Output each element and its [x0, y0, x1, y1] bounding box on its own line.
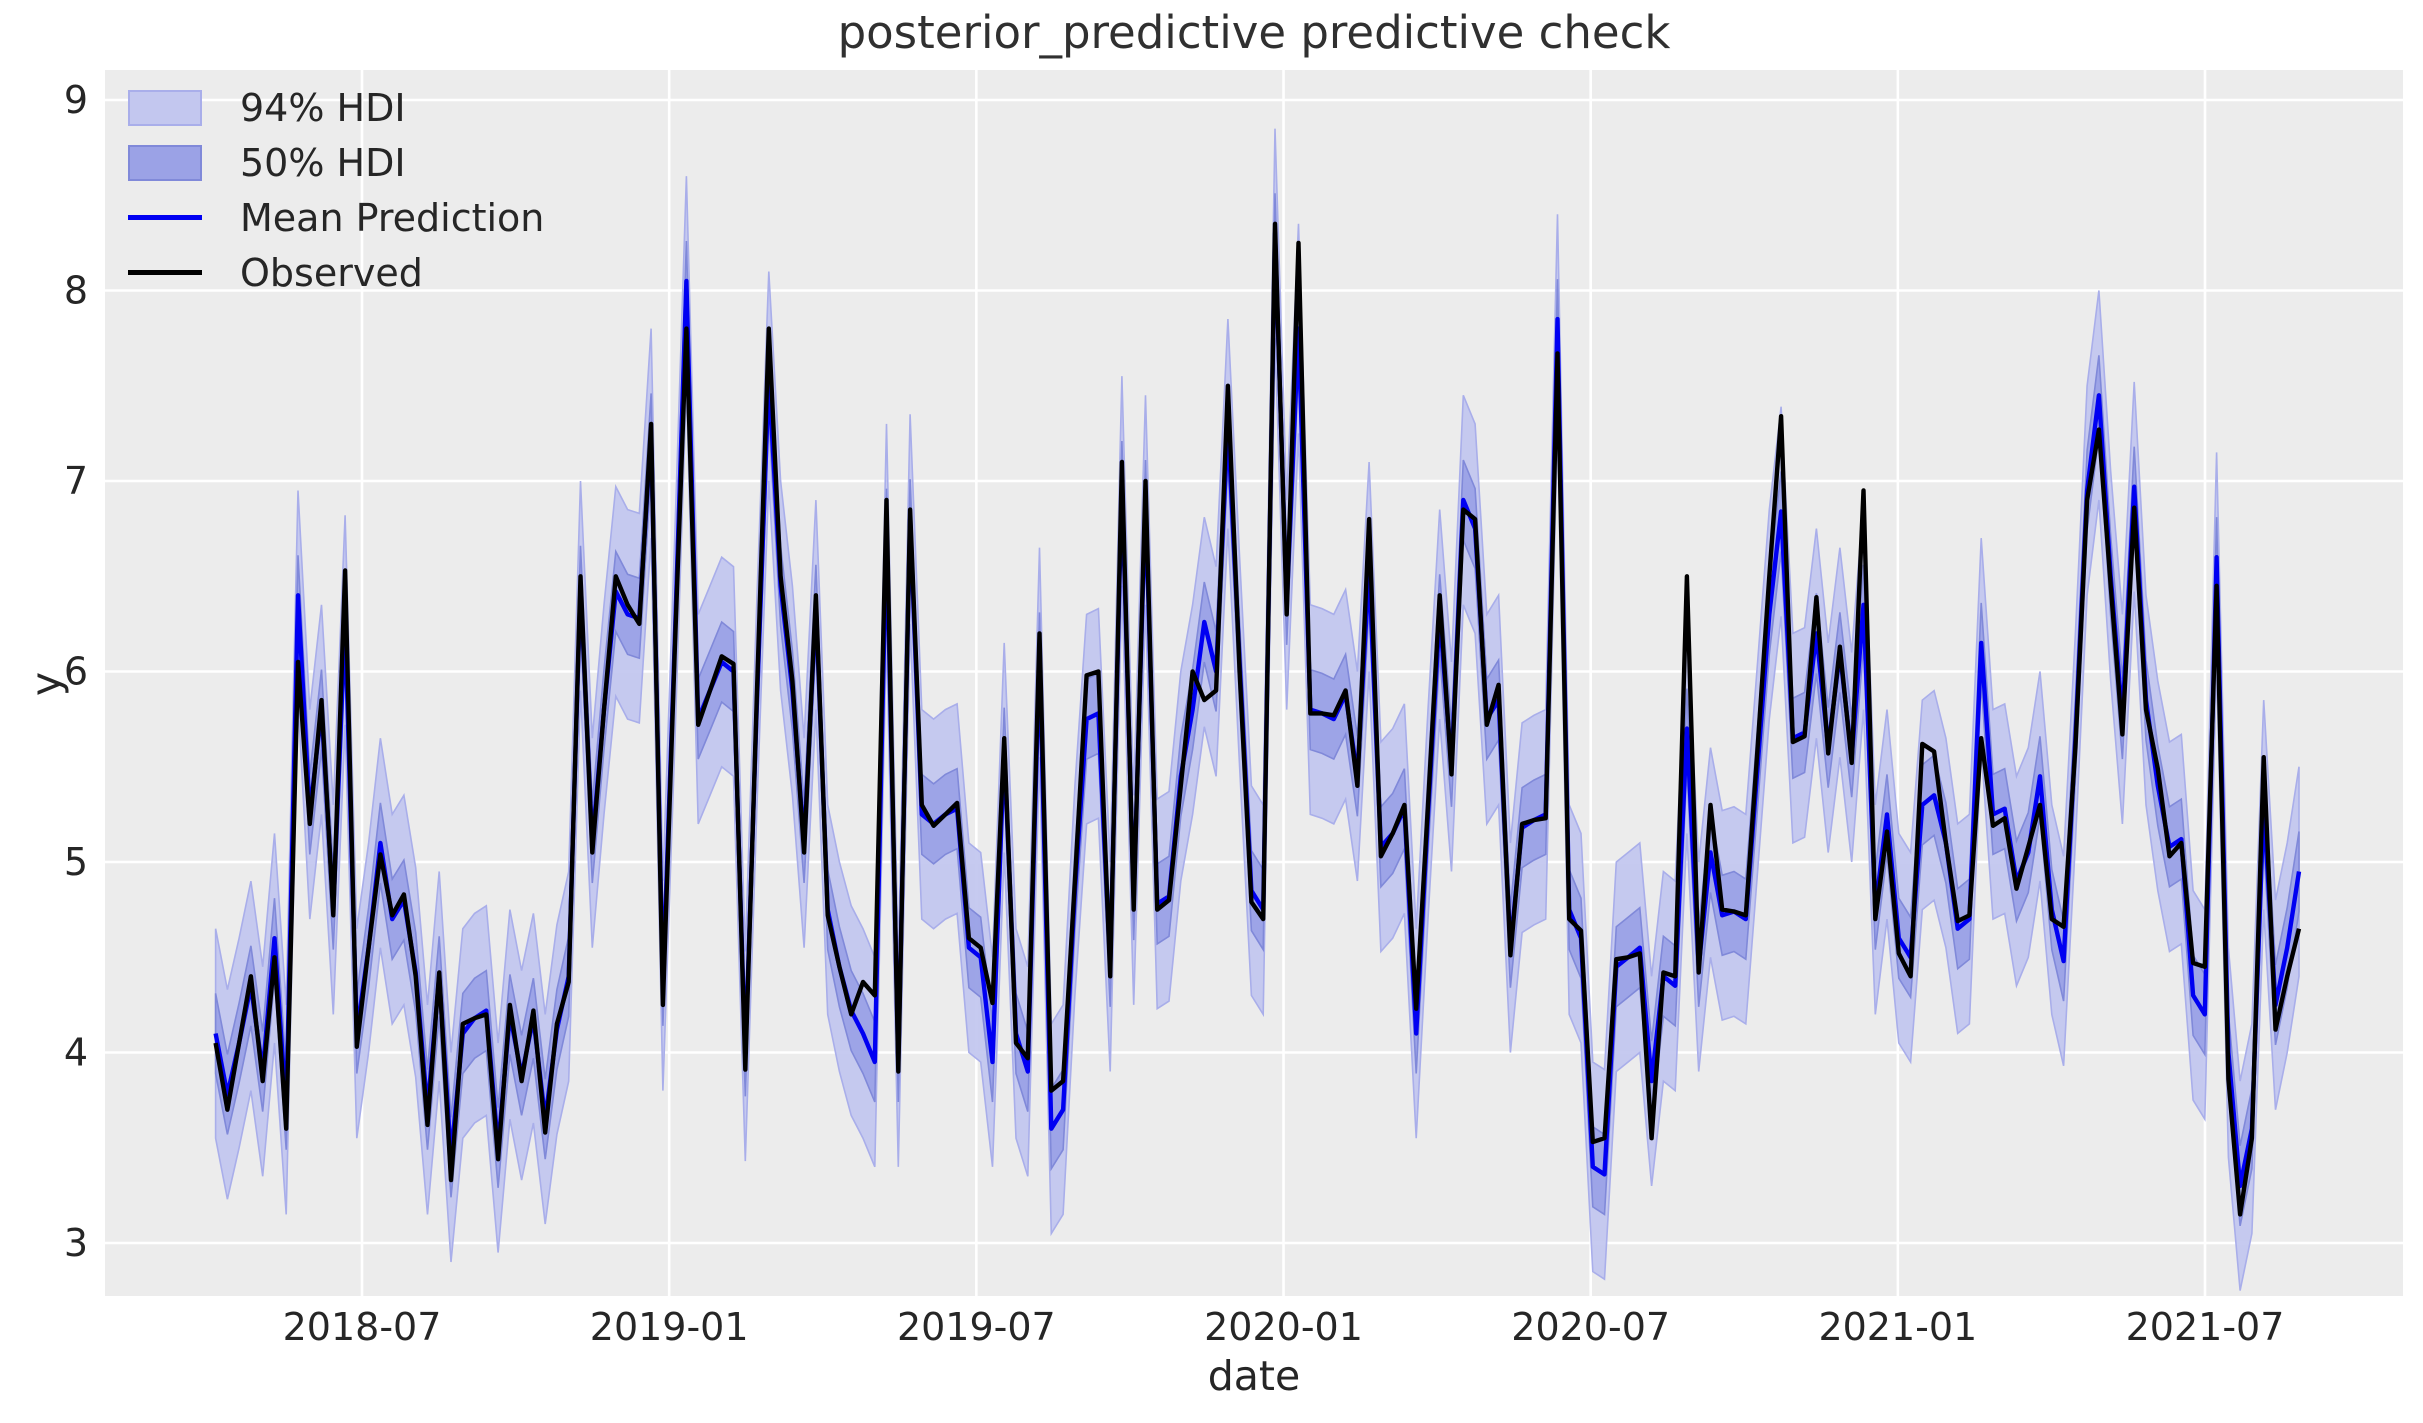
- legend-item-mean-prediction: Mean Prediction: [128, 190, 544, 245]
- y-tick-label: 6: [64, 650, 88, 694]
- y-tick-label: 5: [64, 840, 88, 884]
- chart-title: posterior_predictive predictive check: [837, 6, 1671, 59]
- x-tick-label: 2021-07: [2126, 1305, 2285, 1349]
- hdi94-swatch-icon: [128, 89, 202, 126]
- x-axis-label: date: [1207, 1352, 1301, 1400]
- x-tick-label: 2021-01: [1818, 1305, 1977, 1349]
- y-tick-label: 7: [64, 459, 88, 503]
- x-tick-label: 2020-07: [1511, 1305, 1670, 1349]
- x-tick-label: 2019-01: [590, 1305, 749, 1349]
- mean-line-swatch-icon: [128, 215, 202, 220]
- legend-label: 94% HDI: [240, 85, 406, 130]
- y-tick-label: 4: [64, 1031, 88, 1075]
- y-tick-label: 3: [64, 1221, 88, 1265]
- legend-item-50-hdi: 50% HDI: [128, 135, 544, 190]
- x-tick-label: 2020-01: [1204, 1305, 1363, 1349]
- y-axis-label: y: [22, 671, 70, 697]
- legend-item-observed: Observed: [128, 245, 544, 300]
- hdi50-swatch-icon: [128, 144, 202, 181]
- x-tick-label: 2019-07: [897, 1305, 1056, 1349]
- observed-line-swatch-icon: [128, 270, 202, 275]
- legend-item-94-hdi: 94% HDI: [128, 80, 544, 135]
- y-tick-label: 9: [64, 78, 88, 122]
- y-tick-label: 8: [64, 269, 88, 313]
- observed-line: [213, 221, 2302, 1217]
- legend-label: Observed: [240, 250, 423, 295]
- legend-label: Mean Prediction: [240, 195, 545, 240]
- legend: 94% HDI 50% HDI Mean Prediction Observed: [128, 80, 544, 300]
- legend-label: 50% HDI: [240, 140, 406, 185]
- x-tick-label: 2018-07: [283, 1305, 442, 1349]
